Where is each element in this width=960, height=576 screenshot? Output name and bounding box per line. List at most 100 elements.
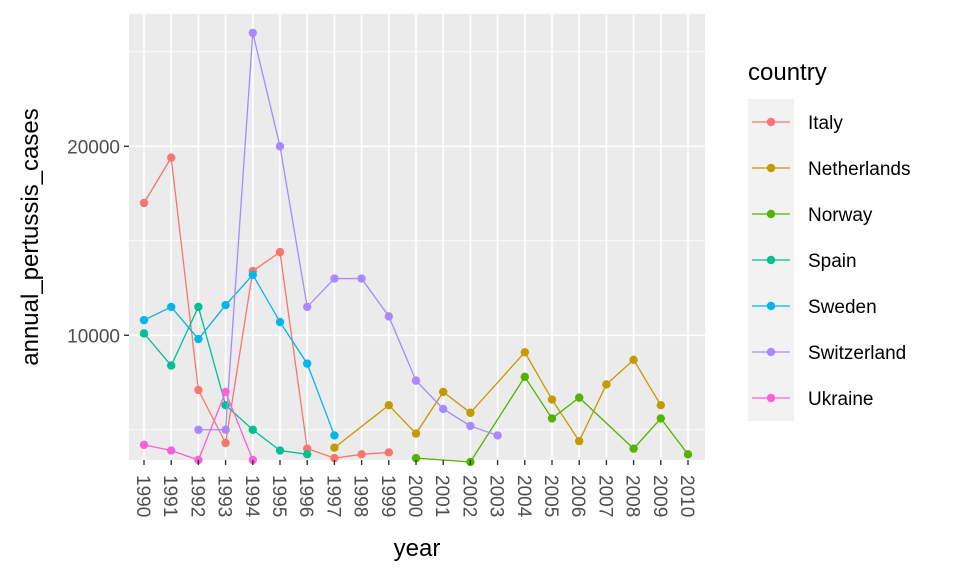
series-switzerland [194,28,502,440]
data-point [466,408,475,417]
data-point [139,198,149,208]
legend-key-point [766,255,776,265]
data-point [520,372,529,382]
data-point [466,421,475,431]
data-point [167,153,176,162]
series-sweden [139,270,339,440]
data-point [330,443,339,452]
x-tick-label: 1997 [322,475,343,517]
legend-key-point [766,163,776,173]
y-tick-label: 20000 [67,137,120,158]
series-italy [139,153,393,463]
data-point [384,400,393,410]
legend-label: Sweden [808,297,877,318]
x-axis-title: year [394,535,441,562]
legend-key-point [766,209,776,219]
legend-item-ukraine: Ukraine [748,375,873,421]
x-tick-label: 2006 [567,475,588,517]
data-point [275,446,285,455]
data-point [493,431,502,440]
legend-key-point [766,117,776,127]
data-point [439,387,448,397]
series-line [143,273,336,436]
data-point [139,329,149,338]
x-tick-label: 2005 [540,475,561,517]
data-point [330,274,339,283]
data-point [575,436,584,446]
legend-label: Italy [808,113,843,134]
y-tick-label: 10000 [67,326,120,347]
x-tick-label: 2008 [622,475,643,517]
data-point [330,431,339,440]
x-tick-label: 2001 [431,475,452,517]
plot-panel [129,14,705,460]
data-point [411,453,421,463]
series-line [198,32,498,437]
x-tick-label: 2010 [676,475,697,517]
data-point [629,355,638,365]
legend-key-point [766,301,776,311]
data-point [194,334,203,344]
x-tick-label: 1996 [295,475,316,517]
data-point [629,444,638,453]
data-point [547,414,557,423]
data-point [656,414,665,423]
legend-item-spain: Spain [748,237,857,283]
data-point [656,400,665,410]
data-point [575,393,584,402]
x-tick-label: 1993 [214,475,235,517]
legend-label: Spain [808,251,857,272]
legend-label: Switzerland [808,343,906,364]
x-tick-label: 2000 [404,475,425,517]
data-point [411,376,421,385]
series-line [143,155,389,459]
data-point [221,387,230,397]
legend: Italy Netherlands Norway Spain Sweden Switzer… [748,99,910,421]
data-point [167,446,176,455]
data-point [221,425,230,434]
legend-label: Netherlands [808,159,910,180]
data-point [221,438,230,448]
data-point [303,302,312,312]
data-point [221,300,230,310]
data-point [357,450,366,459]
data-point [439,404,448,414]
x-tick-label: 1999 [377,475,398,517]
x-tick-label: 2004 [513,475,534,518]
x-tick-label: 2002 [458,475,479,517]
y-axis: 10000 20000 [67,137,129,347]
data-point [248,270,257,279]
data-point [221,400,230,410]
data-point [303,359,312,368]
x-tick-label: 2009 [649,475,670,517]
x-tick-label: 1995 [268,475,289,517]
data-point [547,395,557,404]
series-netherlands [330,348,665,452]
x-tick-label: 1994 [241,475,262,518]
legend-title: country [748,59,827,86]
x-axis: 1990 1991 1992 1993 1994 1995 1996 1997 1998 1999… [132,460,697,518]
data-point [275,247,285,257]
data-point [139,315,149,325]
data-point [303,450,312,459]
legend-label: Ukraine [808,389,873,410]
data-point [194,385,203,395]
legend-item-sweden: Sweden [748,283,877,329]
x-tick-label: 2003 [486,475,507,517]
legend-item-norway: Norway [748,191,873,237]
y-axis-title: annual_pertussis_cases [17,108,44,366]
legend-key-point [766,393,776,403]
data-point [275,317,285,327]
data-point [602,380,611,389]
legend-item-italy: Italy [748,99,843,145]
data-point [384,448,393,457]
series-norway [411,372,693,467]
legend-item-switzerland: Switzerland [748,329,906,375]
series-layer [139,28,693,467]
x-tick-label: 1990 [132,475,153,517]
data-point [139,440,149,450]
x-tick-label: 1992 [186,475,207,517]
data-point [167,361,176,370]
data-point [520,348,529,357]
